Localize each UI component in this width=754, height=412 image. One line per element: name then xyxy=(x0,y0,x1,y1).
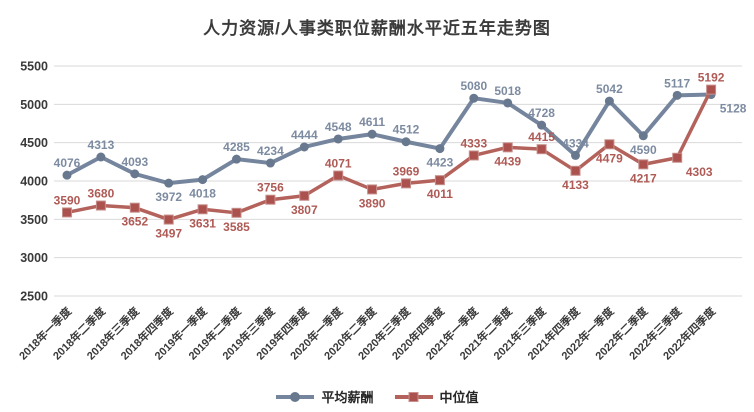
median-value-point xyxy=(197,204,208,215)
median-value-line-marker-icon xyxy=(394,391,433,402)
average-salary-line-marker-icon xyxy=(276,391,315,402)
median-value-point xyxy=(638,159,649,170)
average-salary-point xyxy=(232,154,241,164)
median-value-data-label: 4303 xyxy=(686,165,713,179)
legend-label-average-salary: 平均薪酬 xyxy=(321,390,374,405)
average-salary-data-label: 4234 xyxy=(257,144,284,158)
median-value-point xyxy=(231,207,242,218)
median-value-data-label: 4415 xyxy=(528,130,555,144)
average-salary-data-label: 3972 xyxy=(155,190,182,204)
median-value-point xyxy=(265,194,276,205)
y-tick-label: 3500 xyxy=(20,213,48,227)
average-salary-data-label: 4728 xyxy=(528,106,555,120)
median-value-data-label: 4439 xyxy=(494,154,521,168)
median-value-data-label: 3890 xyxy=(359,196,386,210)
legend-item-average-salary: 平均薪酬 xyxy=(275,387,374,406)
median-value-point xyxy=(434,175,445,186)
average-salary-point xyxy=(198,175,208,185)
average-salary-point xyxy=(638,131,648,141)
y-tick-label: 4500 xyxy=(20,136,48,150)
average-salary-data-label: 4285 xyxy=(223,140,250,154)
median-value-point xyxy=(333,170,344,181)
y-tick-label: 5000 xyxy=(20,98,48,112)
legend-label-median-value: 中位值 xyxy=(439,390,479,405)
chart-legend: 平均薪酬 中位值 xyxy=(0,387,754,406)
median-value-point xyxy=(62,207,72,218)
average-salary-point xyxy=(604,96,614,106)
average-salary-point xyxy=(672,90,682,100)
average-salary-data-label: 4444 xyxy=(291,128,318,142)
average-salary-data-label: 5042 xyxy=(596,82,623,96)
average-salary-point xyxy=(503,98,513,108)
y-tick-label: 2500 xyxy=(20,290,48,304)
median-value-data-label: 3631 xyxy=(189,216,216,230)
y-tick-label: 5500 xyxy=(20,60,48,74)
average-salary-data-label: 4018 xyxy=(189,187,216,201)
average-salary-data-label: 4334 xyxy=(562,136,589,150)
median-value-data-label: 4479 xyxy=(596,151,623,165)
median-value-point xyxy=(129,202,140,213)
average-salary-data-label: 4512 xyxy=(393,123,420,137)
average-salary-data-label: 4423 xyxy=(427,156,454,170)
median-value-point xyxy=(502,142,513,153)
average-salary-data-label: 4590 xyxy=(630,143,657,157)
average-salary-data-label: 4313 xyxy=(88,138,115,152)
median-value-data-label: 4333 xyxy=(460,136,487,150)
median-value-point xyxy=(401,178,411,189)
median-value-data-label: 3585 xyxy=(223,220,250,234)
average-salary-point xyxy=(537,120,547,130)
average-salary-point xyxy=(435,144,445,154)
average-salary-point xyxy=(333,134,343,144)
average-salary-data-label: 5080 xyxy=(460,79,487,93)
median-value-data-label: 3756 xyxy=(257,181,284,195)
average-salary-data-label: 4093 xyxy=(121,155,148,169)
average-salary-data-label: 5018 xyxy=(494,84,521,98)
y-tick-label: 3000 xyxy=(20,251,48,265)
median-value-data-label: 4011 xyxy=(427,187,453,201)
median-value-point xyxy=(570,165,581,176)
average-salary-point xyxy=(62,170,72,180)
average-salary-point xyxy=(571,150,580,160)
median-value-data-label: 3807 xyxy=(291,203,318,217)
median-value-point xyxy=(468,150,479,161)
median-value-data-label: 3497 xyxy=(155,227,182,241)
median-value-point xyxy=(706,84,717,95)
average-salary-point xyxy=(469,93,479,103)
median-value-point xyxy=(95,200,106,211)
legend-item-median-value: 中位值 xyxy=(394,387,479,406)
median-value-point xyxy=(604,139,615,150)
average-salary-point xyxy=(96,152,106,162)
average-salary-point xyxy=(164,178,174,188)
median-value-line xyxy=(65,87,713,222)
median-value-data-label: 4217 xyxy=(630,171,657,185)
median-value-data-label: 5192 xyxy=(698,71,725,85)
median-value-data-label: 3652 xyxy=(121,215,148,229)
median-value-point xyxy=(299,190,310,201)
average-salary-data-label: 4611 xyxy=(359,115,385,129)
median-value-point xyxy=(672,152,683,163)
median-value-point xyxy=(536,144,547,155)
average-salary-data-label: 4076 xyxy=(54,156,81,170)
median-value-data-label: 4071 xyxy=(325,157,352,171)
median-value-point xyxy=(163,214,174,225)
median-value-data-label: 3590 xyxy=(54,193,81,207)
median-value-data-label: 3680 xyxy=(88,187,115,201)
average-salary-point xyxy=(367,129,377,139)
average-salary-point xyxy=(265,158,275,168)
average-salary-point xyxy=(299,142,309,152)
average-salary-point xyxy=(130,169,140,179)
median-value-point xyxy=(367,184,378,195)
average-salary-line xyxy=(65,92,714,186)
median-value-data-label: 4133 xyxy=(562,178,589,192)
average-salary-data-label: 4548 xyxy=(325,120,352,134)
average-salary-data-label: 5117 xyxy=(664,76,690,90)
average-salary-data-label: 5128 xyxy=(720,102,747,116)
average-salary-point xyxy=(401,137,411,147)
chart-title: 人力资源/人事类职位薪酬水平近五年走势图 xyxy=(203,19,551,38)
y-tick-label: 4000 xyxy=(20,175,48,189)
median-value-data-label: 3969 xyxy=(393,164,420,178)
